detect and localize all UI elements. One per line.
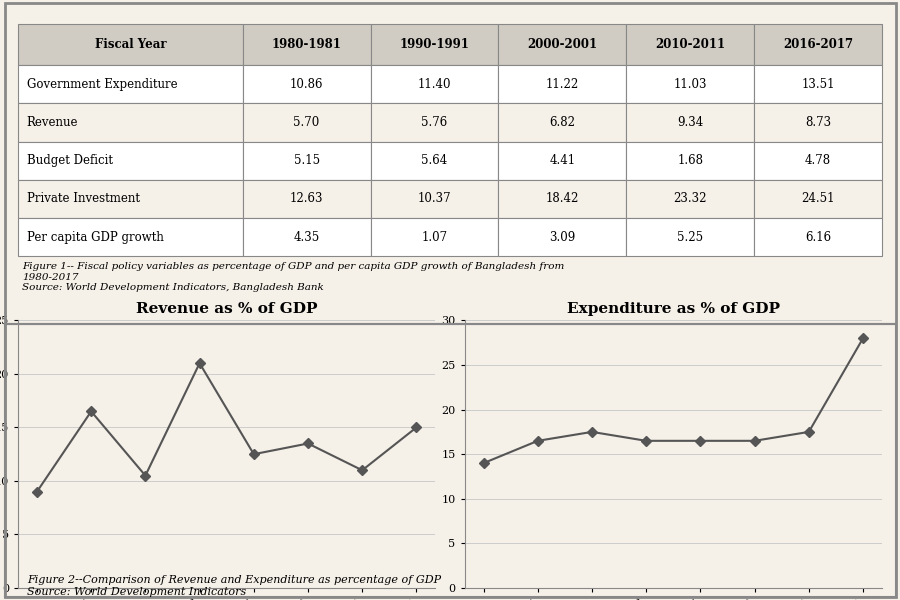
Text: 1.68: 1.68	[677, 154, 703, 167]
Text: Government Expenditure: Government Expenditure	[27, 77, 177, 91]
Text: 10.37: 10.37	[418, 193, 451, 205]
Text: 4.41: 4.41	[549, 154, 575, 167]
Bar	[371, 65, 499, 103]
Bar	[243, 218, 371, 256]
Text: 11.03: 11.03	[673, 77, 707, 91]
Bar	[499, 218, 626, 256]
Bar	[371, 142, 499, 180]
Text: 3.09: 3.09	[549, 230, 575, 244]
Text: 5.64: 5.64	[421, 154, 447, 167]
Bar	[499, 142, 626, 180]
Bar	[499, 180, 626, 218]
Bar	[18, 142, 243, 180]
Title: Expenditure as % of GDP: Expenditure as % of GDP	[567, 302, 779, 316]
Bar	[626, 142, 754, 180]
Title: Revenue as % of GDP: Revenue as % of GDP	[136, 302, 318, 316]
Text: Private Investment: Private Investment	[27, 193, 140, 205]
Bar	[243, 180, 371, 218]
Bar	[371, 218, 499, 256]
Text: 5.15: 5.15	[293, 154, 320, 167]
Text: 1980-1981: 1980-1981	[272, 38, 341, 51]
Text: Fiscal Year: Fiscal Year	[94, 38, 166, 51]
Text: 5.76: 5.76	[421, 116, 447, 129]
Bar	[626, 103, 754, 142]
Bar	[243, 103, 371, 142]
Bar	[371, 103, 499, 142]
Bar	[499, 24, 626, 65]
Text: 11.22: 11.22	[545, 77, 579, 91]
Bar	[626, 65, 754, 103]
Text: 1.07: 1.07	[421, 230, 447, 244]
Text: Revenue: Revenue	[27, 116, 78, 129]
Bar	[626, 24, 754, 65]
Bar	[754, 24, 882, 65]
Bar	[243, 142, 371, 180]
Bar	[626, 180, 754, 218]
Text: 18.42: 18.42	[545, 193, 579, 205]
Text: 2010-2011: 2010-2011	[655, 38, 725, 51]
Text: 2000-2001: 2000-2001	[527, 38, 598, 51]
Bar	[18, 218, 243, 256]
Bar	[626, 218, 754, 256]
Bar	[243, 24, 371, 65]
Bar	[754, 180, 882, 218]
Bar	[754, 65, 882, 103]
Bar	[371, 24, 499, 65]
Text: 2016-2017: 2016-2017	[783, 38, 853, 51]
Text: Figure 1-- Fiscal policy variables as percentage of GDP and per capita GDP growt: Figure 1-- Fiscal policy variables as pe…	[22, 262, 564, 292]
Text: 13.51: 13.51	[801, 77, 835, 91]
Bar	[754, 218, 882, 256]
Text: Budget Deficit: Budget Deficit	[27, 154, 112, 167]
Text: 6.16: 6.16	[805, 230, 831, 244]
Text: 12.63: 12.63	[290, 193, 323, 205]
Bar	[18, 103, 243, 142]
Bar	[499, 65, 626, 103]
Bar	[754, 142, 882, 180]
Text: 8.73: 8.73	[805, 116, 831, 129]
Bar	[371, 180, 499, 218]
Text: 24.51: 24.51	[801, 193, 835, 205]
Text: 10.86: 10.86	[290, 77, 323, 91]
Text: 9.34: 9.34	[677, 116, 703, 129]
Text: 6.82: 6.82	[549, 116, 575, 129]
Text: 4.78: 4.78	[805, 154, 831, 167]
Text: 11.40: 11.40	[418, 77, 451, 91]
Text: 23.32: 23.32	[673, 193, 707, 205]
Text: 5.70: 5.70	[293, 116, 320, 129]
Bar	[18, 24, 243, 65]
Bar	[18, 180, 243, 218]
Text: 5.25: 5.25	[677, 230, 703, 244]
Text: Figure 2--Comparison of Revenue and Expenditure as percentage of GDP
Source: Wor: Figure 2--Comparison of Revenue and Expe…	[27, 575, 441, 597]
Text: 4.35: 4.35	[293, 230, 320, 244]
Bar	[243, 65, 371, 103]
Text: Per capita GDP growth: Per capita GDP growth	[27, 230, 164, 244]
Bar	[499, 103, 626, 142]
Bar	[754, 103, 882, 142]
Text: 1990-1991: 1990-1991	[400, 38, 470, 51]
Bar	[18, 65, 243, 103]
